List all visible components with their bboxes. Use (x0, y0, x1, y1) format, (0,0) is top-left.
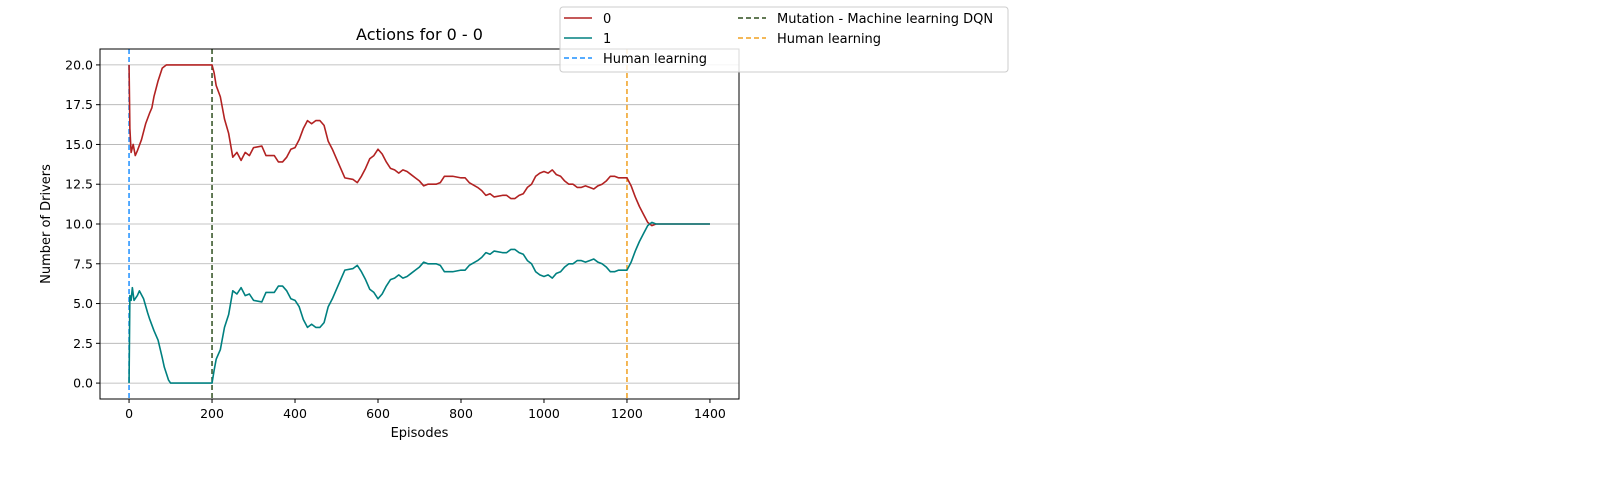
y-tick-label: 5.0 (73, 296, 93, 311)
x-tick-label: 0 (125, 406, 133, 421)
y-tick-label: 10.0 (65, 217, 93, 232)
x-tick-label: 600 (366, 406, 390, 421)
x-tick-label: 1400 (694, 406, 726, 421)
y-tick-label: 7.5 (73, 256, 93, 271)
legend-box (559, 6, 1009, 73)
x-tick-label: 200 (200, 406, 224, 421)
legend: 0 1 Human learning Mutation - Machine learn… (559, 6, 1009, 73)
x-tick-label: 1000 (528, 406, 560, 421)
series-line-1 (128, 221, 710, 384)
grid-lines (100, 64, 739, 384)
legend-label: 1 (603, 32, 611, 47)
x-tick-label: 1200 (611, 406, 643, 421)
axis-ticks: 0.0 2.5 5.0 7.5 10.0 12.5 15.0 17.5 20.0 0 200 400 6… (65, 57, 726, 421)
legend-label: 0 (603, 12, 611, 27)
legend-label: Human learning (777, 32, 881, 47)
x-tick-label: 400 (283, 406, 307, 421)
legend-label: Mutation - Machine learning DQN (777, 12, 993, 27)
y-tick-label: 20.0 (65, 57, 93, 72)
y-tick-label: 17.5 (65, 97, 93, 112)
y-tick-label: 12.5 (65, 177, 93, 192)
series-lines (128, 64, 710, 384)
x-tick-label: 800 (449, 406, 473, 421)
x-axis-title: Episodes (391, 426, 449, 441)
y-tick-label: 15.0 (65, 137, 93, 152)
series-line-0 (128, 64, 710, 227)
legend-label: Human learning (603, 52, 707, 67)
y-axis-title: Number of Drivers (39, 164, 54, 284)
y-tick-label: 2.5 (73, 336, 93, 351)
y-tick-label: 0.0 (73, 376, 93, 391)
chart-title: Actions for 0 - 0 (356, 25, 483, 44)
